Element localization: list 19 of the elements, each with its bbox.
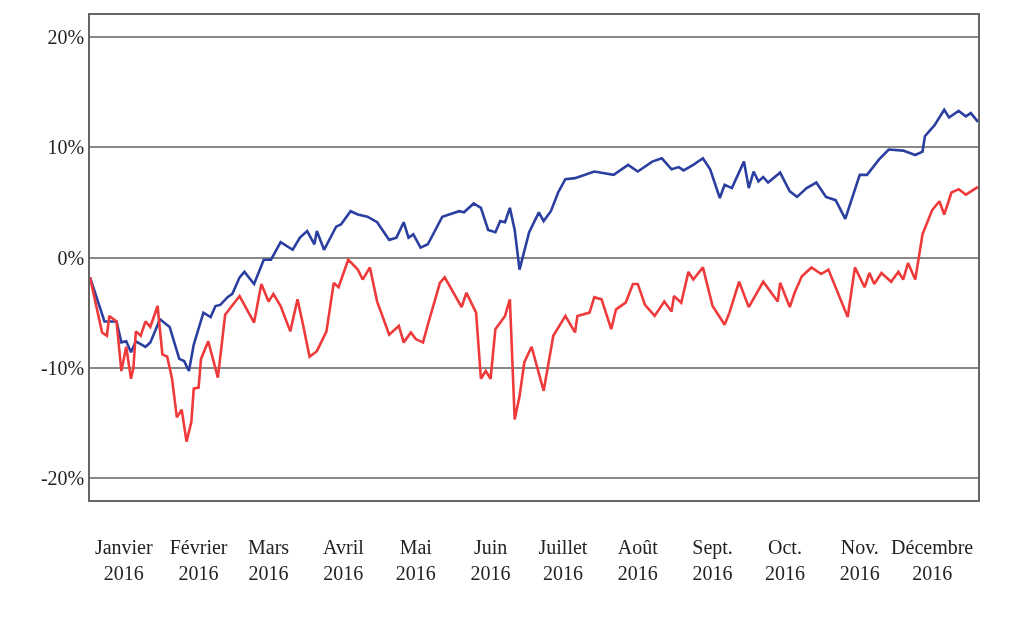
x-tick-label: Janvier 2016 [94,535,153,584]
x-tick-label: Décembre 2016 [891,535,974,584]
x-tick-label: Février 2016 [169,535,228,584]
x-tick-label: Mai 2016 [395,535,436,584]
x-tick-label: Nov. 2016 [839,535,880,584]
x-tick-label: Août 2016 [617,535,659,584]
x-tick-label: Oct. 2016 [764,535,805,584]
line-series [90,108,978,373]
x-tick-label: Juin 2016 [470,535,511,584]
x-tick-label: Sept. 2016 [692,535,733,584]
y-tick-label: -20% [40,466,85,489]
x-tick-label: Juillet 2016 [538,535,588,584]
x-tick-label: Mars 2016 [248,535,290,584]
x-tick-label: Avril 2016 [323,535,365,584]
y-tick-label: -10% [40,356,85,379]
line-series [90,185,978,443]
y-tick-label: 10% [47,136,85,159]
y-tick-label: 20% [47,26,85,49]
y-tick-label: 0% [57,246,85,269]
